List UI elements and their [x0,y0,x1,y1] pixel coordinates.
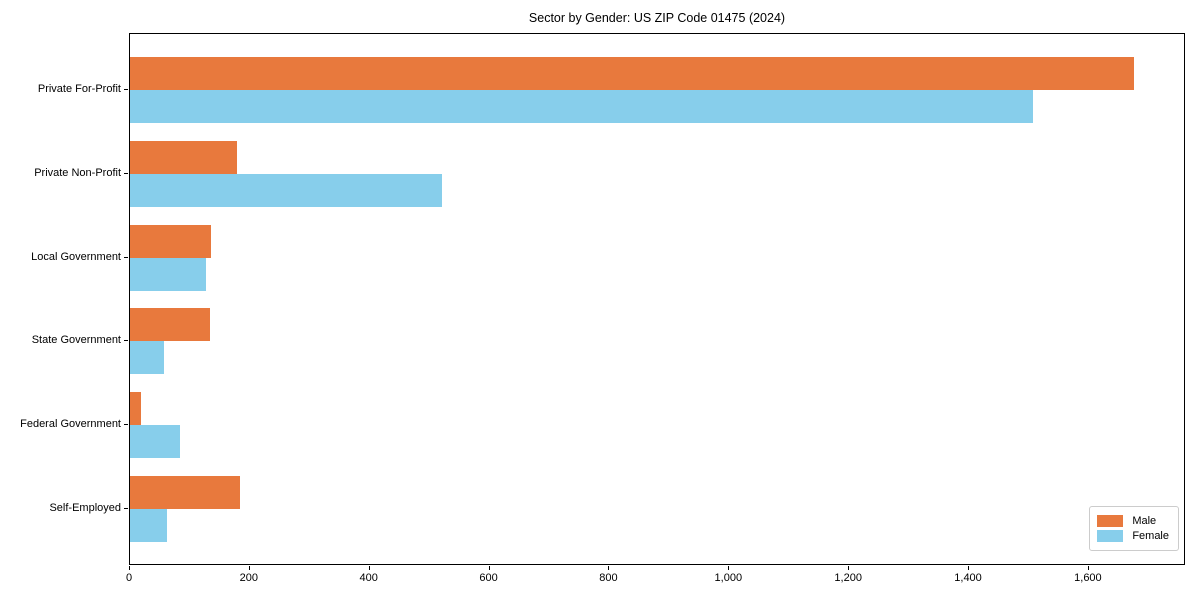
y-tick-mark [124,256,128,258]
x-tick-label-400: 400 [359,572,378,584]
bar-female-local-government [130,257,206,291]
y-tick-label-federal-government: Federal Government [20,418,121,431]
y-tick-mark [124,508,128,509]
bar-female-federal-government [130,425,180,459]
x-tick-mark [848,566,850,570]
x-tick-mark [728,566,730,570]
x-tick-label-1000: 1,000 [714,572,743,584]
bar-male-state-government [130,308,210,342]
bar-male-private-non-profit [130,140,238,174]
chart-title: Sector by Gender: US ZIP Code 01475 (202… [528,11,786,25]
plot-area [129,33,1185,565]
x-tick-mark [968,566,970,570]
bar-male-private-for-profit [130,57,1134,90]
bar-male-federal-government [130,392,141,426]
x-tick-mark [608,566,610,570]
x-tick-mark [248,566,250,570]
x-tick-label-200: 200 [239,572,259,584]
legend-entry-male: Male [1097,515,1169,527]
y-tick-mark [124,172,128,174]
bar-female-private-for-profit [130,90,1033,123]
y-tick-label-state-government: State Government [31,334,121,347]
y-tick-mark [124,340,128,342]
x-tick-label-1200: 1,200 [834,572,862,584]
y-tick-label-self-employed: Self-Employed [49,502,121,514]
y-tick-mark [124,89,128,90]
bar-female-private-non-profit [130,173,443,207]
male-color-swatch [1097,515,1124,527]
x-tick-mark [488,566,490,570]
legend: Male Female [1089,506,1179,551]
x-tick-mark [129,566,130,570]
y-tick-label-private-non-profit: Private Non-Profit [34,166,121,179]
x-tick-mark [368,566,370,570]
x-tick-label-600: 600 [479,572,498,584]
legend-entry-female: Female [1097,530,1169,542]
y-tick-label-private-for-profit: Private For-Profit [37,83,121,95]
female-color-swatch [1097,530,1124,542]
legend-label-female: Female [1132,530,1169,542]
x-tick-label-1600: 1,600 [1074,572,1102,584]
x-tick-label-0: 0 [125,572,133,584]
bar-male-local-government [130,224,212,258]
x-tick-label-1400: 1,400 [954,572,982,584]
bar-female-self-employed [130,509,168,542]
y-tick-mark [124,424,128,426]
legend-label-male: Male [1132,515,1157,527]
bar-female-state-government [130,341,165,375]
x-tick-mark [1087,566,1089,570]
y-tick-label-local-government: Local Government [31,250,121,263]
bar-male-self-employed [130,476,241,509]
x-tick-label-800: 800 [599,572,618,584]
